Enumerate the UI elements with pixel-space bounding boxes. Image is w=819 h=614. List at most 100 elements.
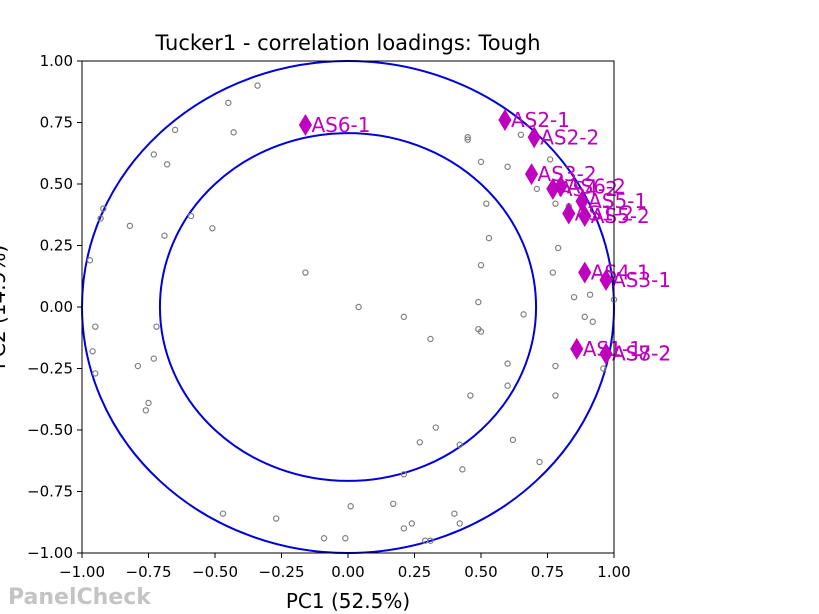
grey-point — [533, 185, 541, 193]
diamond-points-layer — [298, 109, 613, 365]
grey-point — [219, 510, 227, 517]
inner-circle — [158, 132, 538, 482]
grey-point — [163, 161, 171, 168]
point-label: AS4-2 — [559, 177, 618, 201]
grey-point — [554, 244, 562, 252]
grey-point — [581, 313, 588, 321]
diamond-point — [298, 113, 313, 136]
diamond-point — [570, 337, 584, 360]
y-tick-label: −1.00 — [27, 544, 73, 562]
grey-point — [504, 163, 511, 170]
x-tick-label: 0.00 — [331, 563, 364, 581]
grey-point — [483, 200, 490, 207]
x-tick-label: −1.00 — [59, 563, 105, 581]
x-tick-label: −0.50 — [192, 563, 238, 581]
grey-point — [150, 355, 158, 362]
grey-point — [145, 399, 152, 407]
grey-point — [427, 335, 434, 343]
grey-point — [408, 520, 416, 527]
grey-point — [504, 360, 511, 367]
point-label: AS6-1 — [311, 113, 370, 137]
y-axis-label: PC2 (14.9%) — [0, 245, 10, 369]
grey-point — [142, 407, 150, 414]
y-tick-label: −0.25 — [27, 360, 73, 378]
grey-point — [92, 323, 99, 330]
diamond-point — [554, 175, 568, 198]
grey-point — [586, 291, 594, 298]
grey-point — [477, 328, 485, 335]
grey-point — [150, 151, 158, 158]
grey-point — [552, 362, 559, 370]
grey-point — [126, 222, 134, 230]
diamond-point — [527, 126, 541, 149]
diamond-point — [498, 109, 512, 132]
grey-point — [302, 269, 309, 276]
grey-point — [161, 232, 168, 239]
y-axis-ticks: −1.00 −0.75 −0.50 −0.25 0.00 0.25 0.50 0.75 1.00 — [27, 52, 82, 562]
point-label: AS6-2 — [567, 174, 626, 198]
diamond-point — [562, 202, 576, 225]
point-label: AS8-2 — [612, 342, 671, 366]
grey-point — [400, 525, 408, 532]
chart-title: Tucker1 - correlation loadings: Tough — [154, 31, 540, 55]
x-axis-label: PC1 (52.5%) — [286, 589, 410, 613]
grey-point — [451, 510, 458, 517]
grey-point — [464, 134, 471, 141]
grey-point — [86, 257, 94, 264]
grey-point — [517, 131, 525, 138]
grey-point — [209, 225, 216, 232]
grey-point — [134, 362, 142, 370]
grey-point — [504, 382, 511, 389]
grey-point — [546, 156, 554, 163]
point-label: AS7-2 — [612, 342, 671, 366]
grey-point — [427, 537, 434, 544]
grey-point — [570, 293, 578, 301]
grey-point — [552, 200, 559, 207]
grey-point — [432, 424, 439, 431]
y-tick-label: −0.50 — [27, 421, 73, 439]
grey-point — [475, 298, 482, 306]
grey-point — [347, 503, 354, 510]
grey-point — [416, 439, 424, 446]
grey-point — [552, 392, 559, 399]
grey-point — [342, 535, 349, 542]
y-tick-label: 0.00 — [40, 298, 73, 316]
y-tick-label: 0.25 — [40, 237, 73, 255]
diamond-point — [599, 342, 613, 365]
grey-point — [187, 212, 195, 220]
panelcheck-watermark: PanelCheck — [8, 585, 151, 610]
point-label: AS5-1 — [588, 189, 647, 213]
grey-point — [390, 500, 397, 507]
point-label: AS3-1 — [612, 268, 671, 292]
point-label: AS3-2 — [538, 162, 597, 186]
grey-point — [456, 441, 463, 448]
grey-point — [467, 392, 474, 399]
grey-point — [464, 136, 471, 143]
x-tick-label: 0.50 — [464, 563, 497, 581]
grey-point — [509, 436, 517, 444]
grey-point — [230, 129, 237, 136]
grey-point — [459, 466, 466, 473]
x-tick-label: −0.25 — [259, 563, 305, 581]
grey-point — [254, 82, 261, 89]
grey-point — [400, 313, 408, 321]
y-tick-label: 1.00 — [40, 52, 73, 70]
x-tick-label: 0.75 — [531, 563, 564, 581]
x-tick-label: 0.25 — [398, 563, 431, 581]
grey-point — [92, 370, 99, 377]
x-tick-label: 1.00 — [597, 563, 630, 581]
grey-point — [456, 520, 463, 527]
grey-point — [600, 365, 607, 372]
y-tick-label: −0.75 — [27, 483, 73, 501]
grey-point — [100, 205, 107, 212]
grey-point — [400, 471, 408, 478]
y-tick-label: 0.75 — [40, 114, 73, 132]
grey-point — [97, 215, 104, 222]
point-label: AS1-2 — [575, 202, 634, 226]
grey-point — [589, 318, 596, 325]
grey-point — [477, 261, 485, 269]
grey-point — [549, 269, 557, 276]
